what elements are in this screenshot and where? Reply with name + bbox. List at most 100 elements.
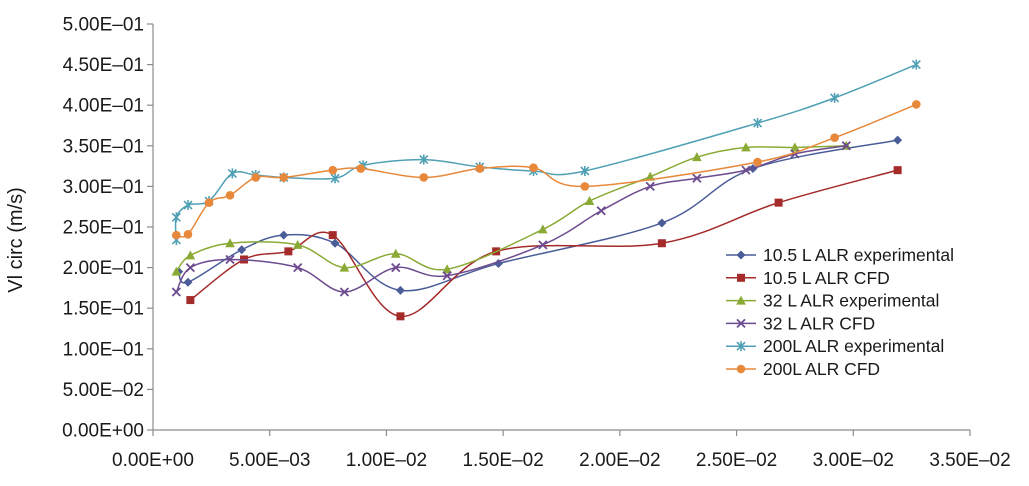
data-point [419, 173, 429, 182]
data-point [328, 165, 338, 175]
data-point [736, 364, 746, 374]
data-point [657, 218, 667, 228]
data-point [645, 181, 655, 192]
data-point [171, 287, 181, 297]
series-line [176, 103, 917, 238]
data-point [390, 248, 401, 258]
legend: 10.5 L ALR experimental 10.5 L ALR CFD 32 … [726, 245, 954, 379]
legend-label: 10.5 L ALR CFD [763, 268, 890, 288]
data-point [328, 231, 337, 240]
series-line [189, 169, 898, 318]
series-group [171, 59, 921, 321]
data-point [442, 264, 452, 274]
x-tick-label: 3.50E–02 [929, 450, 1010, 471]
y-tick-label: 0.00E+00 [62, 421, 144, 442]
data-point [419, 154, 429, 165]
data-point [204, 198, 214, 207]
x-tick-label: 2.00E–02 [579, 450, 660, 471]
data-point [841, 141, 851, 151]
data-point [774, 198, 783, 207]
x-tick-label: 5.00E–03 [229, 450, 310, 471]
data-point [741, 165, 751, 175]
y-tick-label: 1.00E–01 [63, 339, 144, 360]
legend-item: 200L ALR CFD [726, 359, 880, 379]
data-point [538, 224, 548, 234]
data-point [657, 239, 666, 248]
data-point [596, 206, 606, 216]
data-point [692, 173, 702, 183]
data-point [225, 238, 235, 248]
legend-label: 200L ALR experimental [763, 336, 944, 356]
data-point [396, 312, 405, 321]
data-point [186, 296, 195, 305]
legend-item: 32 L ALR experimental [726, 291, 939, 311]
x-tick-label: 2.50E–02 [696, 450, 777, 471]
y-tick-label: 3.50E–01 [63, 136, 144, 157]
y-tick-label: 5.00E–02 [63, 380, 144, 401]
series-3 [171, 140, 852, 276]
data-point [330, 238, 340, 248]
series-5 [171, 59, 921, 245]
data-point [330, 173, 340, 184]
data-point [183, 230, 193, 239]
data-point [790, 142, 800, 152]
data-point [830, 92, 840, 103]
legend-label: 32 L ALR CFD [763, 313, 875, 333]
series-6 [172, 100, 921, 240]
y-tick-label: 2.50E–01 [63, 218, 144, 239]
data-point [227, 168, 237, 179]
series-1 [174, 135, 903, 295]
data-point [737, 273, 745, 282]
data-point [529, 163, 538, 173]
data-point [292, 239, 303, 249]
data-point [893, 166, 902, 175]
data-point [183, 277, 193, 287]
x-tick-label: 1.00E–02 [346, 450, 427, 471]
x-tick-label: 3.00E–02 [813, 450, 894, 471]
data-point [475, 164, 485, 173]
x-tick-label: 1.50E–02 [462, 450, 543, 471]
y-tick-label: 4.00E–01 [63, 96, 144, 117]
data-point [279, 173, 289, 182]
series-line [175, 145, 847, 293]
data-point [293, 262, 303, 273]
data-point [584, 196, 595, 206]
data-point [442, 271, 452, 281]
series-line [177, 139, 898, 292]
y-axis-title: Vl circ (m/s) [5, 187, 27, 293]
legend-label: 32 L ALR experimental [763, 291, 939, 311]
data-point [692, 152, 702, 162]
legend-label: 10.5 L ALR experimental [763, 245, 954, 265]
data-point [830, 133, 839, 142]
data-point [753, 118, 763, 129]
data-point [893, 135, 903, 145]
series-line [175, 145, 847, 273]
data-point [645, 171, 656, 181]
data-point [911, 59, 921, 70]
legend-item: 32 L ALR CFD [726, 313, 875, 333]
x-tick-label: 0.00E+00 [112, 450, 194, 471]
data-point [171, 266, 182, 276]
data-point [171, 212, 181, 223]
data-point [736, 250, 746, 260]
data-point [339, 287, 350, 297]
y-tick-label: 1.50E–01 [63, 299, 144, 320]
y-tick-label: 5.00E–01 [63, 15, 144, 36]
data-point [741, 142, 751, 152]
y-tick-label: 2.00E–01 [63, 258, 144, 279]
data-point [753, 157, 762, 167]
data-point [736, 318, 746, 329]
data-point [356, 164, 366, 173]
data-point [251, 173, 261, 182]
data-point [237, 245, 247, 255]
data-point [395, 285, 405, 295]
legend-item: 200L ALR experimental [726, 336, 944, 356]
series-4 [171, 141, 851, 297]
data-point [538, 240, 548, 250]
data-point [580, 165, 590, 176]
legend-item: 10.5 L ALR experimental [726, 245, 954, 265]
data-point [736, 341, 746, 352]
y-tick-label: 3.00E–01 [63, 177, 144, 198]
data-point [225, 191, 235, 200]
data-point [185, 262, 195, 273]
